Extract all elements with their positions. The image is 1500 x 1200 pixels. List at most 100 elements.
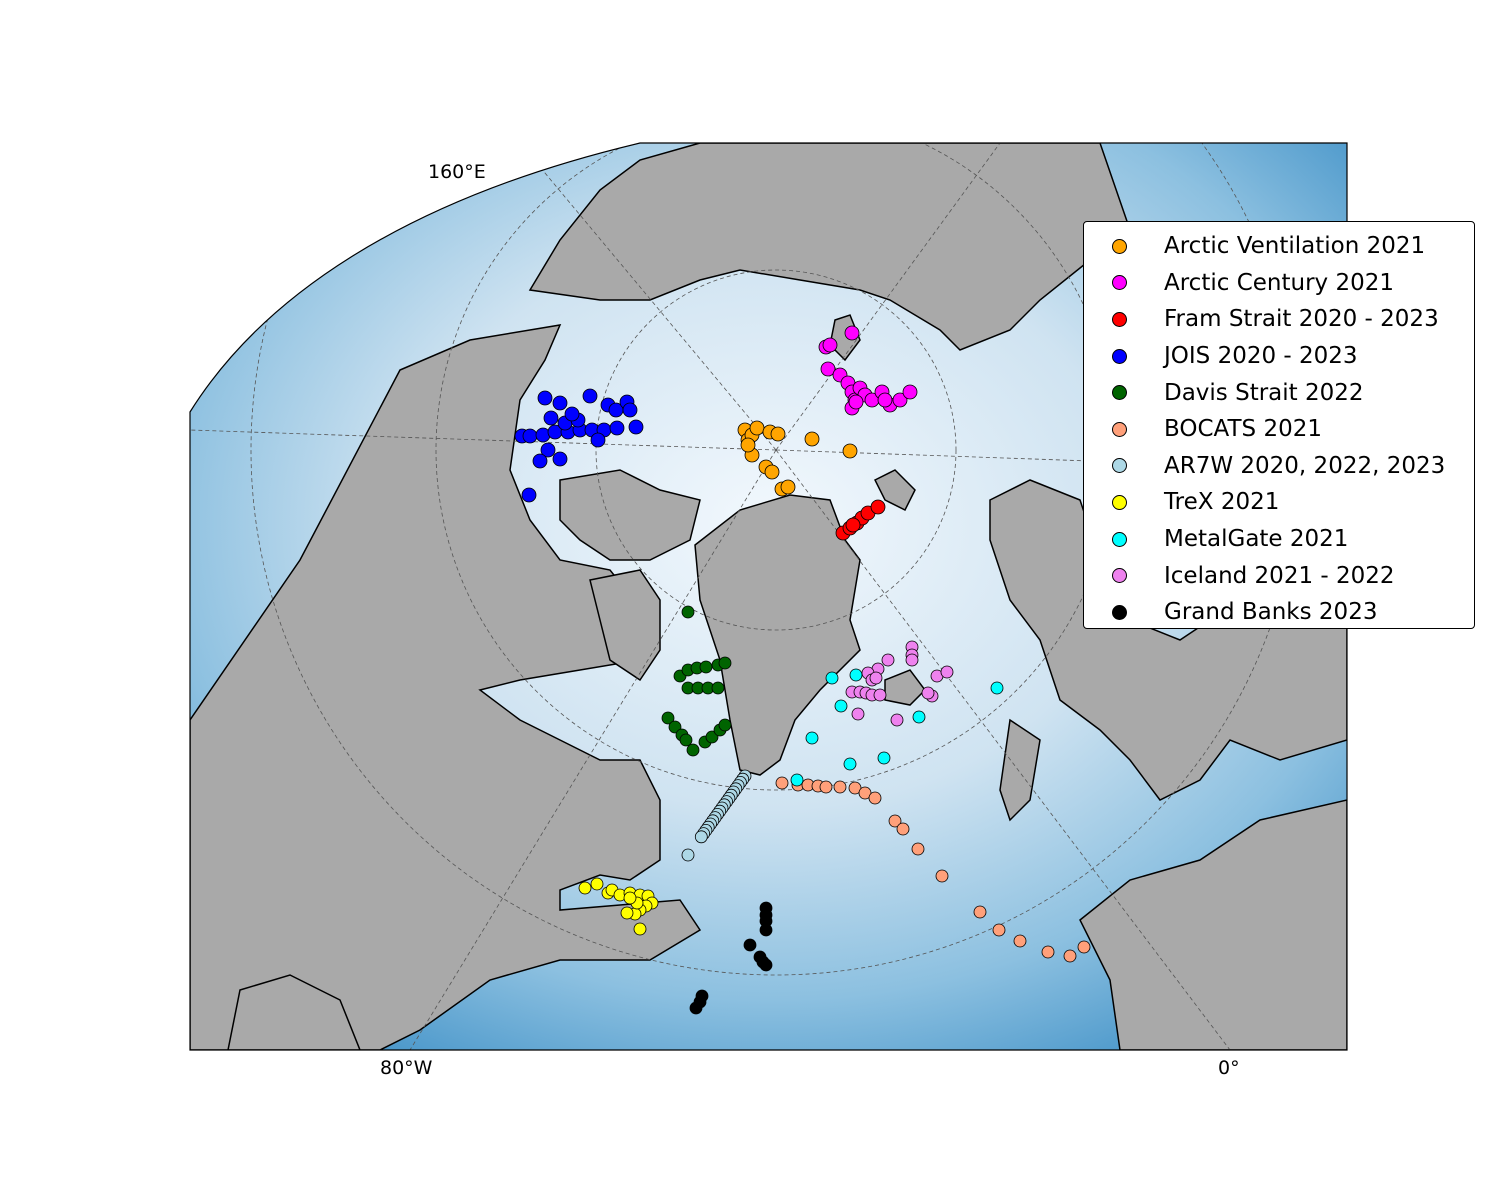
tick-label-80w: 80°W bbox=[380, 1057, 433, 1079]
land-canadian-archipelago bbox=[559, 469, 701, 561]
legend-marker bbox=[1112, 494, 1127, 510]
station-point bbox=[770, 426, 786, 442]
tick-label-160e: 160°E bbox=[428, 161, 486, 183]
station-point bbox=[844, 325, 860, 341]
station-point bbox=[633, 922, 647, 936]
map-frame bbox=[189, 142, 1348, 1051]
legend-entry: Iceland 2021 - 2022 bbox=[1084, 557, 1474, 594]
station-point bbox=[622, 402, 638, 418]
station-point bbox=[564, 406, 580, 422]
legend-label: MetalGate 2021 bbox=[1164, 526, 1349, 553]
legend-marker bbox=[1112, 385, 1127, 401]
legend-entry: BOCATS 2021 bbox=[1084, 411, 1474, 448]
station-point bbox=[749, 420, 765, 436]
station-point bbox=[892, 392, 908, 408]
station-point bbox=[1041, 945, 1055, 959]
legend-marker bbox=[1112, 568, 1127, 584]
legend-marker bbox=[1112, 275, 1127, 291]
station-point bbox=[873, 688, 887, 702]
station-point bbox=[681, 848, 695, 862]
legend-label: Fram Strait 2020 - 2023 bbox=[1164, 306, 1439, 333]
station-point bbox=[935, 869, 949, 883]
station-point bbox=[858, 786, 872, 800]
station-point bbox=[973, 905, 987, 919]
legend-label: AR7W 2020, 2022, 2023 bbox=[1164, 452, 1446, 479]
series-9 bbox=[845, 640, 954, 727]
legend-label: BOCATS 2021 bbox=[1164, 416, 1322, 443]
station-point bbox=[1077, 940, 1091, 954]
station-point bbox=[890, 713, 904, 727]
legend-marker bbox=[1112, 421, 1127, 437]
series-1 bbox=[818, 325, 918, 416]
station-point bbox=[912, 710, 926, 724]
station-point bbox=[759, 923, 773, 937]
legend-marker bbox=[1112, 458, 1127, 474]
station-point bbox=[537, 390, 553, 406]
station-point bbox=[902, 384, 918, 400]
legend-entry: JOIS 2020 - 2023 bbox=[1084, 338, 1474, 375]
station-point bbox=[686, 743, 700, 757]
series-3 bbox=[514, 388, 644, 503]
station-point bbox=[849, 668, 863, 682]
legend-marker bbox=[1112, 311, 1127, 327]
legend-label: Grand Banks 2023 bbox=[1164, 599, 1378, 626]
series-10 bbox=[689, 901, 773, 1015]
station-point bbox=[668, 720, 682, 734]
station-point bbox=[869, 671, 883, 685]
legend-label: TreX 2021 bbox=[1164, 489, 1280, 516]
station-point bbox=[628, 419, 644, 435]
station-point bbox=[845, 517, 861, 533]
station-point bbox=[911, 842, 925, 856]
legend-entry: Davis Strait 2022 bbox=[1084, 374, 1474, 411]
legend-label: Davis Strait 2022 bbox=[1164, 379, 1364, 406]
legend-marker bbox=[1112, 604, 1127, 620]
station-point bbox=[522, 428, 538, 444]
station-point bbox=[834, 699, 848, 713]
legend-label: Iceland 2021 - 2022 bbox=[1164, 562, 1395, 589]
legend-entry: Grand Banks 2023 bbox=[1084, 594, 1474, 631]
station-point bbox=[1063, 949, 1077, 963]
station-point bbox=[833, 780, 847, 794]
station-point bbox=[820, 361, 836, 377]
legend-entry: AR7W 2020, 2022, 2023 bbox=[1084, 448, 1474, 485]
station-point bbox=[764, 464, 780, 480]
station-point bbox=[679, 733, 693, 747]
legend-entry: Arctic Ventilation 2021 bbox=[1084, 228, 1474, 265]
legend: Arctic Ventilation 2021 Arctic Century 20… bbox=[1083, 221, 1475, 629]
station-point bbox=[819, 780, 833, 794]
legend-entry: MetalGate 2021 bbox=[1084, 521, 1474, 558]
land-africa-iberia bbox=[1079, 799, 1347, 1050]
legend-label: JOIS 2020 - 2023 bbox=[1164, 343, 1358, 370]
land-siberia bbox=[528, 143, 1131, 351]
station-point bbox=[992, 923, 1006, 937]
station-point bbox=[896, 822, 910, 836]
station-point bbox=[888, 814, 902, 828]
station-point bbox=[590, 877, 604, 891]
station-point bbox=[532, 453, 548, 469]
station-point bbox=[825, 671, 839, 685]
legend-marker bbox=[1112, 348, 1127, 364]
station-point bbox=[609, 420, 625, 436]
station-point bbox=[743, 938, 757, 952]
station-point bbox=[851, 707, 865, 721]
station-point bbox=[711, 681, 725, 695]
station-point bbox=[590, 432, 606, 448]
land-novaya-zemlya bbox=[873, 469, 916, 512]
station-point bbox=[1013, 934, 1027, 948]
station-point bbox=[718, 718, 732, 732]
station-point bbox=[681, 605, 695, 619]
station-point bbox=[842, 443, 858, 459]
station-point bbox=[552, 451, 568, 467]
station-point bbox=[705, 730, 719, 744]
station-point bbox=[694, 830, 708, 844]
legend-marker bbox=[1112, 531, 1127, 547]
station-point bbox=[620, 906, 634, 920]
legend-label: Arctic Century 2021 bbox=[1164, 269, 1394, 296]
series-2 bbox=[835, 499, 886, 541]
station-point bbox=[552, 395, 568, 411]
station-point bbox=[870, 499, 886, 515]
station-point bbox=[881, 653, 895, 667]
station-point bbox=[689, 1001, 703, 1015]
legend-label: Arctic Ventilation 2021 bbox=[1164, 233, 1426, 260]
land-baffin-island bbox=[589, 569, 661, 682]
